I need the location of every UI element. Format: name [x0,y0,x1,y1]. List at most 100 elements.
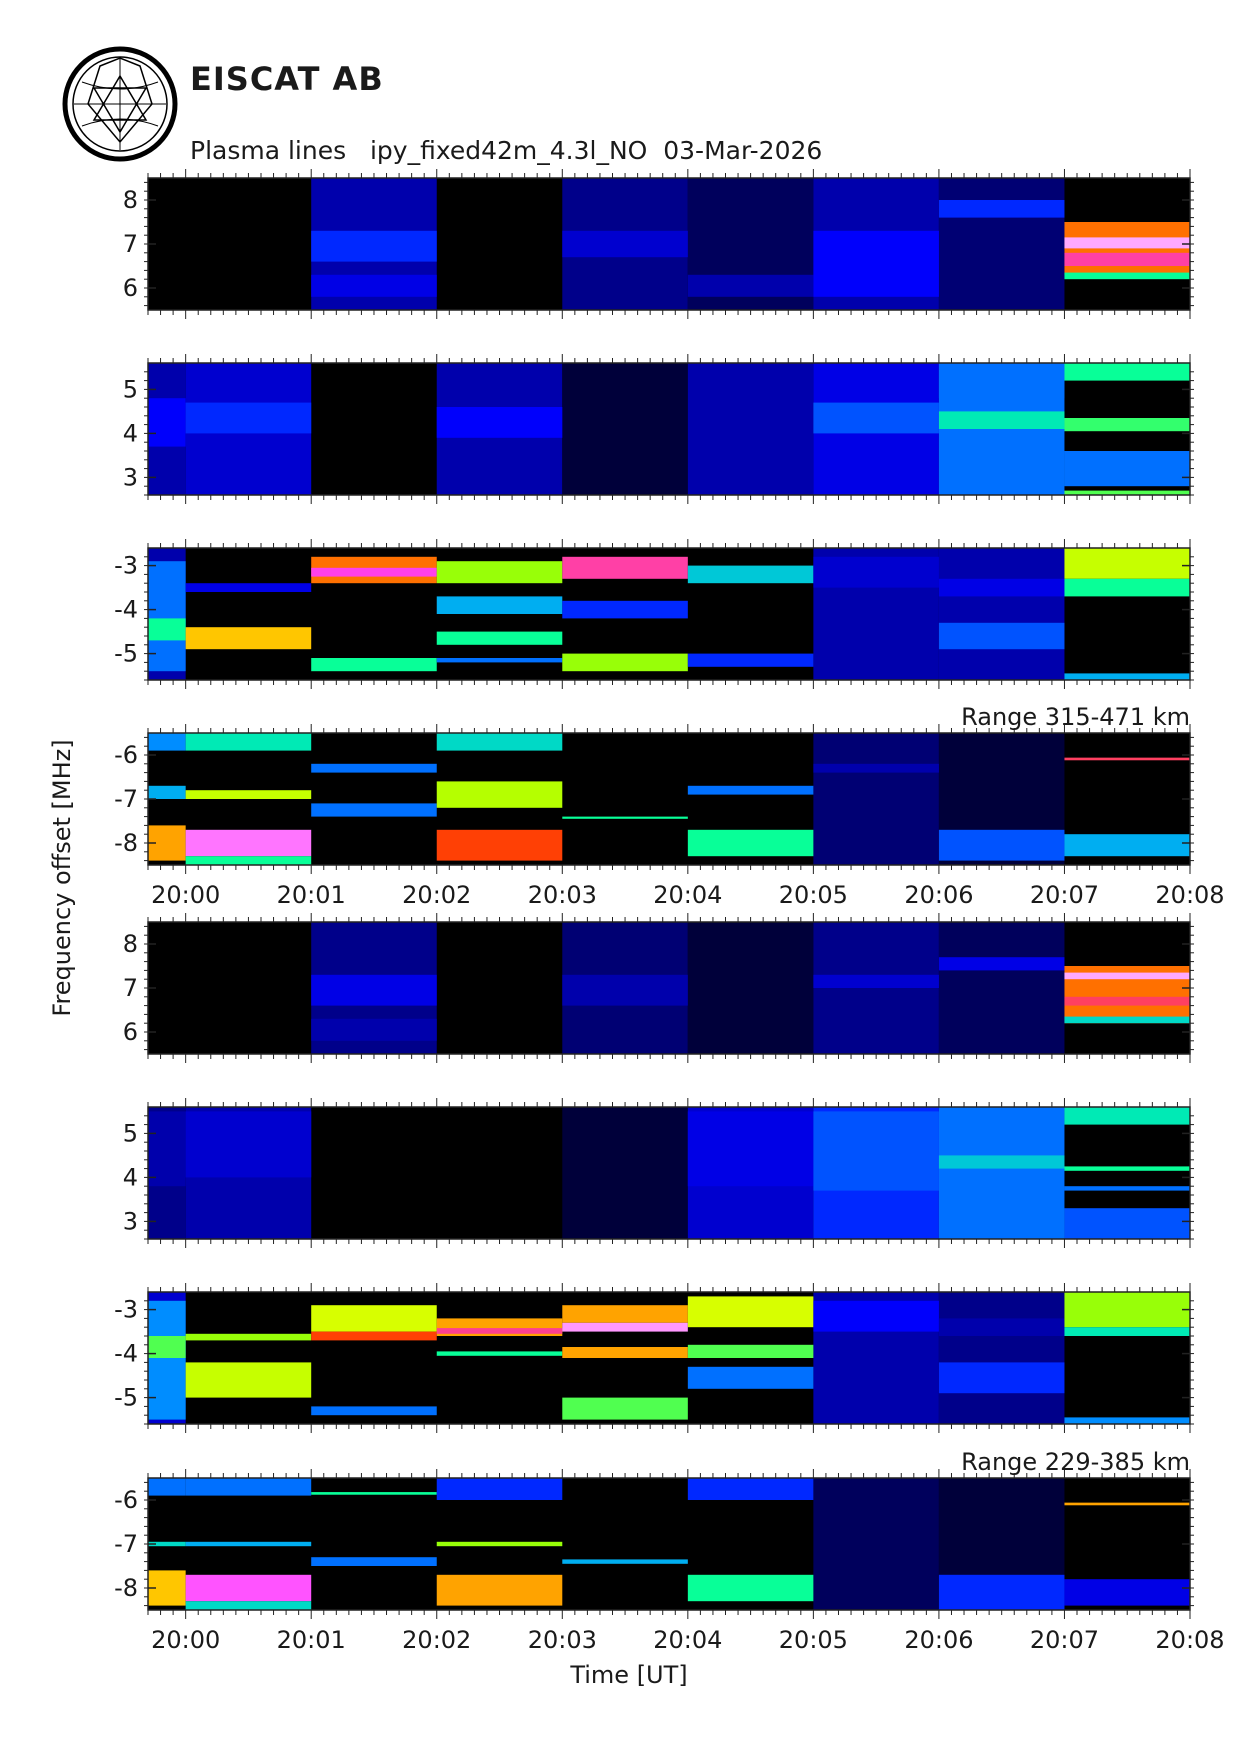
group1-panel2-spectral-band [436,407,563,438]
group1-panel4-segment-background [813,733,939,865]
group2-panel4-spectral-band [562,1559,688,1564]
group2-panel4-spectral-band [1064,1502,1190,1506]
group1-panel3-spectral-band [436,631,563,645]
group1-time-tick-label: 20:04 [653,881,722,909]
group1-panel4-ytick-label: -8 [114,829,138,857]
group1-panel1-ytick-label: 8 [123,186,138,214]
y-axis-title: Frequency offset [MHz] [48,739,76,1016]
group1-panel2-spectral-band [148,398,186,447]
group2-panel2-spectral-band [148,1111,186,1187]
group1-time-tick-label: 20:06 [904,881,973,909]
group1-panel4-spectral-band [185,856,312,865]
group2-panel3-spectral-band [687,1344,814,1358]
group1-panel4-ytick-label: -6 [114,741,138,769]
group2-panel1-spectral-band [813,974,939,988]
group1-panel4-spectral-band [148,785,186,799]
group1-panel2-ytick-label: 4 [123,419,138,447]
group1-panel3-spectral-band [311,658,437,672]
group2-panel4-spectral-band [436,1478,563,1500]
group1-panel4-spectral-band [185,829,312,857]
group1-panel2-ytick-label: 3 [123,463,138,491]
group2-panel1-ytick-label: 8 [123,930,138,958]
group2-time-tick-label: 20:07 [1030,1626,1099,1654]
group2-panel1-spectral-band [311,1018,437,1041]
group2-panel2-ytick-label: 3 [123,1207,138,1235]
plot-subtitle: Plasma lines ipy_fixed42m_4.3l_NO 03-Mar… [190,136,823,165]
group2-panel4-spectral-band [185,1541,312,1547]
group1-panel1-segment-background [938,178,1065,310]
group1-panel3-spectral-band [1064,673,1190,680]
group2-panel4-ytick-label: -7 [114,1530,138,1558]
group1-panel3-spectral-band [436,596,563,614]
group2-panel1-segment-background [687,922,814,1054]
group1-panel2-segment-background [562,363,688,495]
group2-panel3-spectral-band [562,1397,688,1420]
group2-panel3-spectral-band [311,1331,437,1341]
group2-panel2-spectral-band [1064,1208,1190,1239]
group1-range-label: Range 315-471 km [961,703,1190,731]
group1-panel4-spectral-band [1064,757,1190,761]
group2-panel3-spectral-band [185,1333,312,1341]
group1-panel3-ytick-label: -4 [114,596,138,624]
group2-panel2-spectral-band [1064,1186,1190,1191]
group2-panel4-ytick-label: -8 [114,1574,138,1602]
group2-time-tick-label: 20:03 [528,1626,597,1654]
group1-panel4-spectral-band [311,763,437,773]
group2-panel4-spectral-band [311,1557,437,1566]
group1-time-tick-label: 20:05 [779,881,848,909]
group1-panel4-spectral-band [436,733,563,751]
group2-panel4-spectral-band [148,1478,186,1496]
group2-time-tick-label: 20:00 [151,1626,220,1654]
group2-panel4-spectral-band [687,1574,814,1602]
group1-panel2-segment-background [687,363,814,495]
group1-panel4-spectral-band [938,829,1065,861]
group2-panel3-segment-background [938,1292,1065,1424]
group1-panel2-spectral-band [185,402,312,434]
group1-panel3-spectral-band [436,658,563,663]
group1-panel4-spectral-band [148,733,186,751]
group2-panel4-spectral-band [185,1478,312,1496]
group1-panel3-spectral-band [813,556,939,588]
group1-panel3-spectral-band [148,618,186,641]
group1-panel3-spectral-band [562,600,688,619]
group2-panel2-segment-background [562,1107,688,1239]
group1-panel3-spectral-band [687,653,814,667]
group1-panel4-spectral-band [562,816,688,819]
group2-panel4-spectral-band [687,1478,814,1500]
group2-panel4-segment-background [813,1478,939,1610]
group1-panel4-spectral-band [311,803,437,817]
group1-panel3-ytick-label: -5 [114,640,138,668]
group1-panel2-spectral-band [938,363,1065,399]
group2-time-tick-label: 20:06 [904,1626,973,1654]
group2-panel3-ytick-label: -4 [114,1340,138,1368]
group2-panel4-spectral-band [185,1601,312,1610]
group1-panel1-spectral-band [1064,272,1190,280]
group2-panel3-spectral-band [687,1296,814,1328]
x-axis-title: Time [UT] [569,1661,687,1689]
group1-panel2-spectral-band [813,402,939,434]
group2-panel3-spectral-band [1064,1292,1190,1328]
group1-time-tick-label: 20:08 [1155,881,1224,909]
group2-time-tick-label: 20:01 [277,1626,346,1654]
eiscat-logo [60,44,180,168]
group1-panel2-spectral-band [1064,363,1190,381]
group1-panel3-spectral-band [562,556,688,579]
group2-panel4-spectral-band [436,1574,563,1606]
group2-panel3-spectral-band [311,1305,437,1332]
group2-panel3-spectral-band [938,1362,1065,1394]
group1-panel4-spectral-band [1064,834,1190,857]
group2-panel1-spectral-band [562,974,688,1006]
group2-panel3-spectral-band [813,1300,939,1332]
group1-panel1-spectral-band [1064,237,1190,249]
group1-panel4-spectral-band [185,733,312,751]
group2-panel2-ytick-label: 4 [123,1163,138,1191]
group1-panel2-frame [147,362,1191,496]
group1-panel4-ytick-label: -7 [114,785,138,813]
group1-panel1-spectral-band [938,200,1065,218]
group2-panel4-spectral-band [1064,1579,1190,1606]
group2-panel2-spectral-band [185,1111,312,1178]
group1-panel3-frame [147,547,1191,681]
group2-panel1-spectral-band [1064,972,1190,980]
group2-panel2-spectral-band [938,1155,1065,1169]
group1-panel1-spectral-band [1064,252,1190,266]
